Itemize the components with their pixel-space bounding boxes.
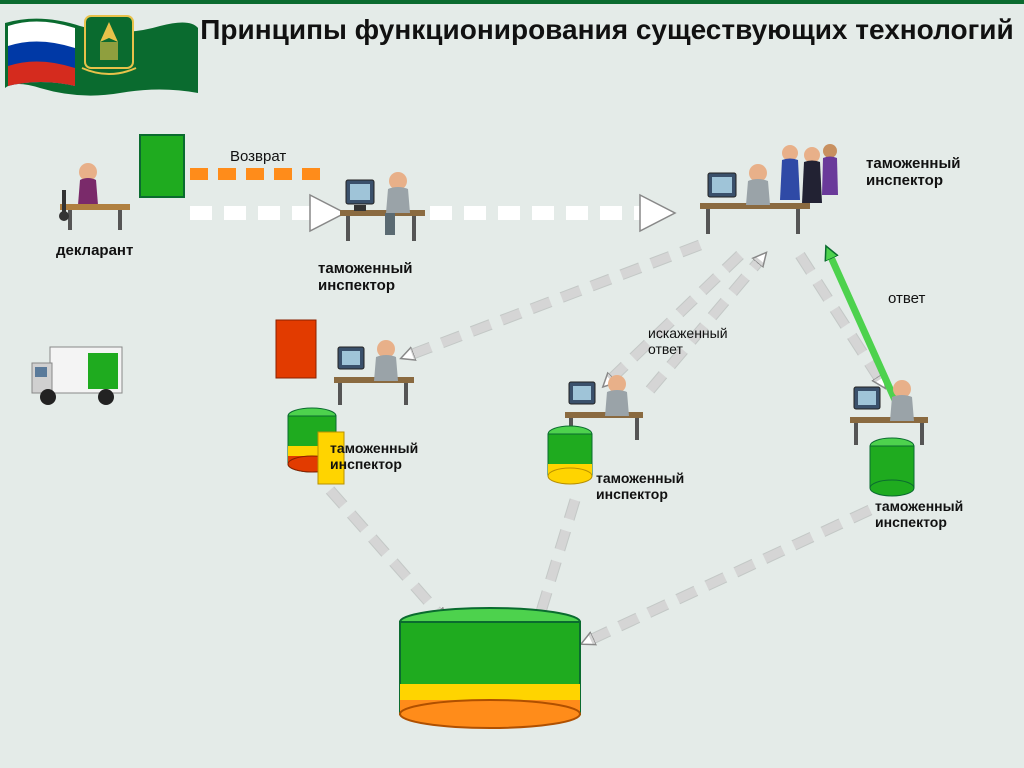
label-inspector-3: таможенный инспектор — [596, 470, 684, 502]
arrow-response — [830, 255, 895, 400]
node-declarant — [59, 163, 130, 230]
label-distorted: искаженный ответ — [648, 325, 728, 357]
green-screen-1 — [140, 135, 184, 197]
node-inspector-2 — [276, 320, 414, 405]
node-inspector-group — [700, 144, 838, 234]
label-inspector-1: таможенный инспектор — [318, 260, 412, 295]
header-emblem — [0, 8, 200, 100]
node-truck — [32, 347, 122, 405]
node-inspector-4 — [850, 380, 928, 445]
node-inspector-1 — [340, 172, 425, 241]
label-inspector-2: таможенный инспектор — [330, 440, 418, 472]
label-inspector-top: таможенный инспектор — [866, 155, 960, 190]
db-big — [400, 608, 580, 728]
label-declarant: декларант — [56, 242, 133, 259]
node-inspector-3 — [565, 375, 643, 440]
arrow-forward-2 — [430, 195, 675, 231]
db-small-3 — [870, 438, 914, 496]
arrow-forward-1 — [190, 195, 345, 231]
orange-screen — [276, 320, 316, 378]
diagram-canvas — [0, 0, 1024, 768]
db-small-2 — [548, 426, 592, 484]
page-title: Принципы функционирования существующих т… — [200, 12, 1014, 47]
label-return: Возврат — [230, 148, 286, 165]
label-response: ответ — [888, 290, 925, 307]
label-inspector-4: таможенный инспектор — [875, 498, 963, 530]
